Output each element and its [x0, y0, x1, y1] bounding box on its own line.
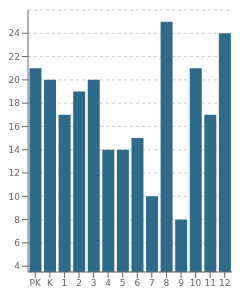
svg-text:14: 14 [9, 145, 21, 155]
svg-text:22: 22 [9, 52, 20, 62]
svg-text:16: 16 [9, 122, 21, 132]
svg-text:7: 7 [149, 278, 155, 288]
svg-text:3: 3 [91, 278, 97, 288]
svg-text:11: 11 [204, 278, 215, 288]
svg-text:12: 12 [9, 168, 20, 178]
svg-text:2: 2 [76, 278, 82, 288]
svg-text:5: 5 [120, 278, 126, 288]
svg-text:PK: PK [30, 278, 42, 288]
svg-text:9: 9 [178, 278, 184, 288]
svg-text:K: K [47, 278, 54, 288]
svg-text:24: 24 [9, 28, 21, 38]
svg-text:8: 8 [164, 278, 170, 288]
svg-text:6: 6 [134, 278, 140, 288]
svg-text:12: 12 [219, 278, 230, 288]
svg-text:4: 4 [105, 278, 111, 288]
svg-text:4: 4 [14, 261, 20, 271]
svg-text:10: 10 [190, 278, 202, 288]
svg-text:20: 20 [9, 75, 21, 85]
svg-text:1: 1 [62, 278, 68, 288]
svg-text:18: 18 [9, 98, 21, 108]
svg-text:10: 10 [9, 192, 21, 202]
svg-text:6: 6 [14, 238, 20, 248]
svg-text:8: 8 [14, 215, 20, 225]
